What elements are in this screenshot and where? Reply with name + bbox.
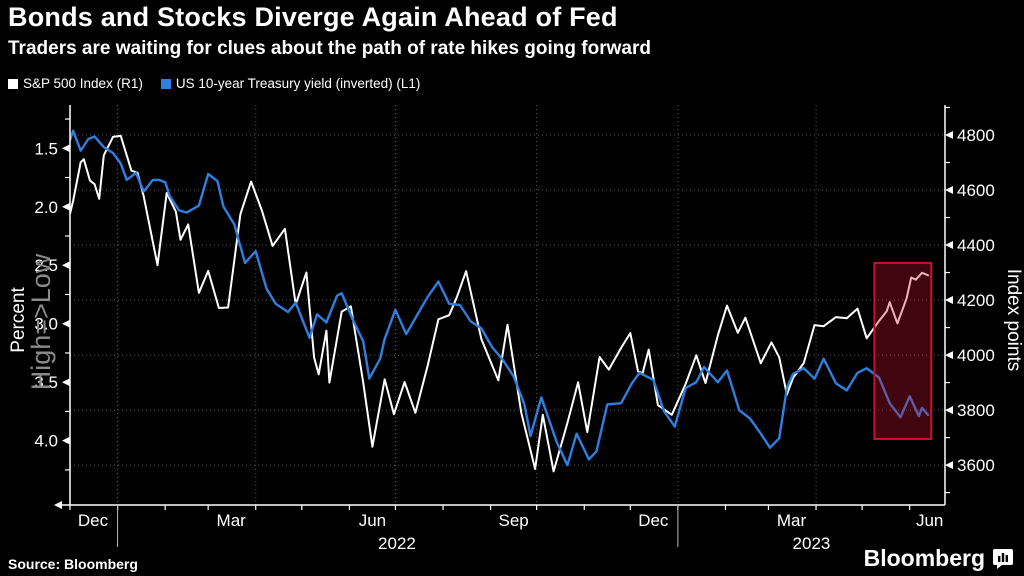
x-axis-month-label: Jun [916,511,943,530]
treasury-yield-swatch-icon [160,78,171,89]
right-axis-tick-label: 3800 [957,401,995,420]
left-axis-major-tick [62,144,70,153]
left-axis-major-tick [62,261,70,270]
left-axis-major-tick [62,319,70,328]
right-axis-tick-label: 4800 [957,126,995,145]
right-axis-major-tick [945,130,953,139]
left-axis-tick-label: 3.0 [34,315,58,334]
bloomberg-wordmark: Bloomberg [863,545,985,571]
legend: S&P 500 Index (R1) US 10-year Treasury y… [8,76,420,91]
legend-label-sp500: S&P 500 Index (R1) [23,76,143,91]
x-axis-month-label: Mar [777,511,807,530]
chart-subtitle: Traders are waiting for clues about the … [8,38,651,59]
chart-title: Bonds and Stocks Diverge Again Ahead of … [8,2,618,32]
treasury-yield-line [70,129,930,467]
legend-label-treasury-yield: US 10-year Treasury yield (inverted) (L1… [175,76,421,91]
sp500-swatch-icon [8,78,18,89]
left-axis-major-tick [62,202,70,211]
left-axis-tick-label: 2.0 [34,198,58,217]
left-axis-major-tick [62,378,70,387]
legend-item-treasury-yield: US 10-year Treasury yield (inverted) (L1… [160,76,421,91]
right-axis-major-tick [945,351,953,360]
left-axis-tick-label: 2.5 [34,256,58,275]
x-axis-month-label: Dec [638,511,669,530]
x-axis-month-label: Jun [359,511,386,530]
axis-direction-label: High=>Low [26,253,56,390]
left-axis-major-tick [62,436,70,445]
x-axis-year-label: 2023 [793,534,831,553]
x-axis-month-label: Sep [499,511,529,530]
x-axis-arrow-icon [54,501,62,509]
highlight-region [873,261,933,440]
right-axis-tick-label: 4200 [957,291,995,310]
left-axis-title: Percent [8,287,29,353]
right-axis-major-tick [945,406,953,415]
sp500-line [70,134,930,473]
legend-item-sp500: S&P 500 Index (R1) [8,76,143,91]
bloomberg-terminal-icon [993,548,1013,569]
right-axis-tick-label: 4600 [957,181,995,200]
right-axis-major-tick [945,461,953,470]
right-axis-major-tick [945,186,953,195]
x-axis-year-label: 2022 [378,534,416,553]
right-axis-tick-label: 3600 [957,456,995,475]
source-credit: Source: Bloomberg [8,556,138,572]
left-axis-tick-label: 4.0 [34,432,58,451]
left-axis-tick-label: 3.5 [34,373,58,392]
right-axis-major-tick [945,241,953,250]
x-axis-month-label: Mar [217,511,247,530]
right-axis-title: Index points [1003,269,1024,371]
right-axis-tick-label: 4400 [957,236,995,255]
left-axis-tick-label: 1.5 [34,139,58,158]
right-axis-major-tick [945,296,953,305]
x-axis-month-label: Dec [78,511,109,530]
bloomberg-logo: Bloomberg [864,545,1014,572]
right-axis-tick-label: 4000 [957,346,995,365]
